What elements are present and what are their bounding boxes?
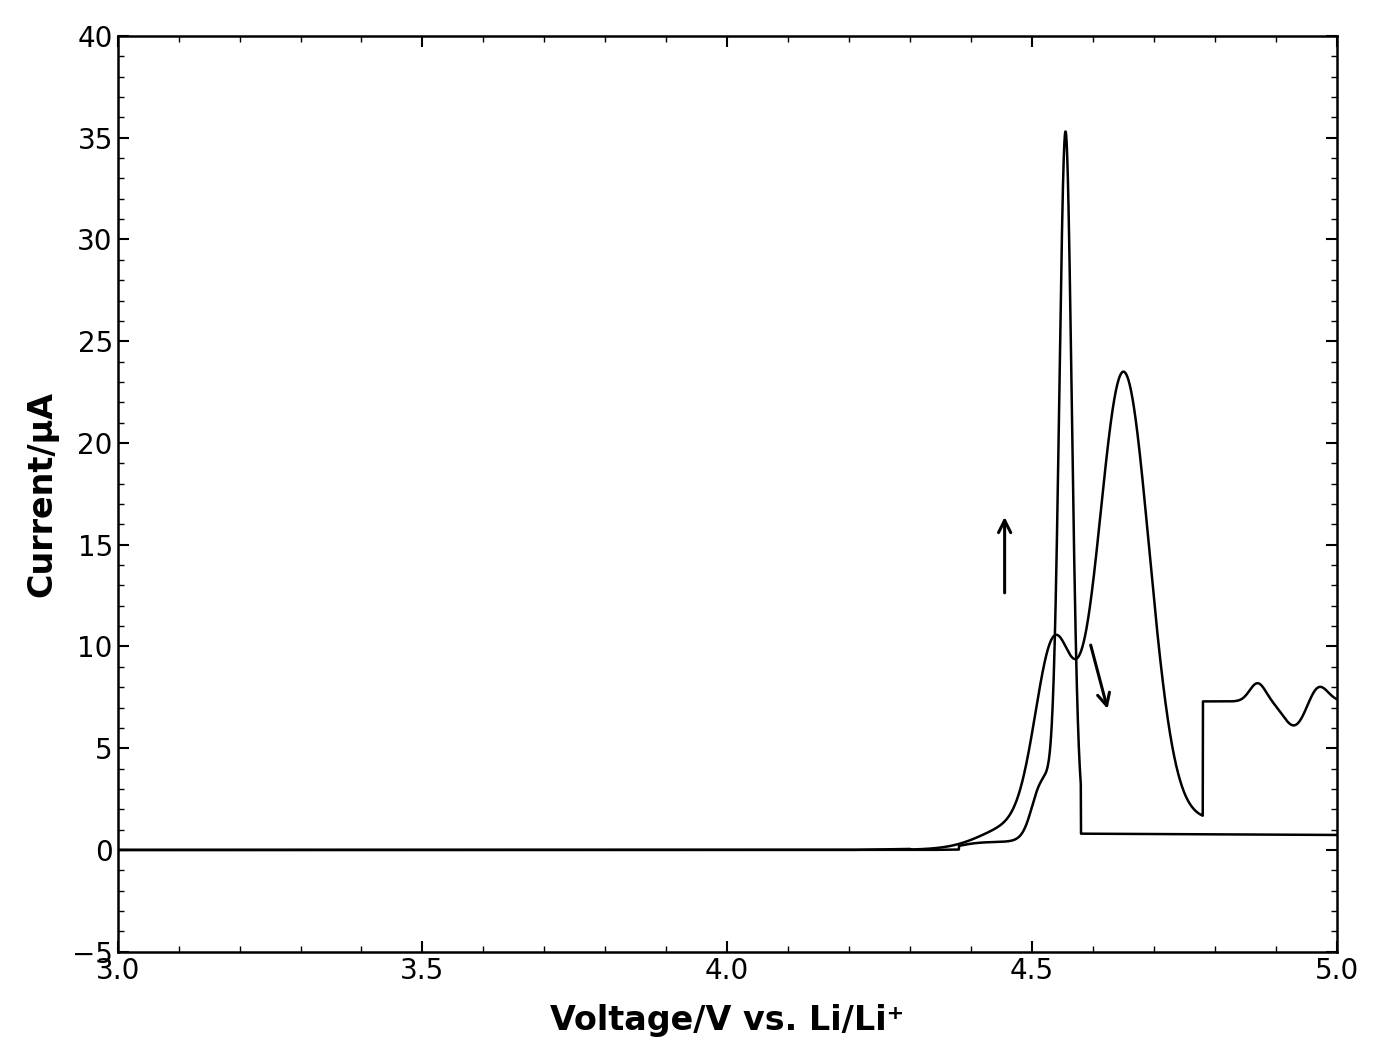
- X-axis label: Voltage/V vs. Li/Li⁺: Voltage/V vs. Li/Li⁺: [549, 1004, 904, 1037]
- Y-axis label: Current/μA: Current/μA: [25, 391, 58, 597]
